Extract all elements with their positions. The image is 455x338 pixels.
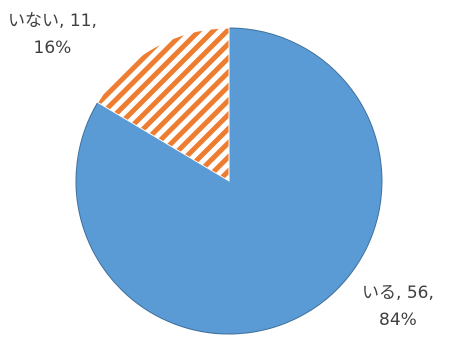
- data-label-iru: いる, 56, 84%: [362, 283, 434, 330]
- data-label-iru-name: いる: [362, 283, 396, 303]
- data-label-iru-value: 56: [406, 283, 429, 303]
- data-label-inai-name: いない: [8, 11, 59, 31]
- pie-slice-0: [75, 27, 383, 335]
- data-label-inai-percent: 16%: [33, 38, 72, 58]
- data-label-iru-percent: 84%: [379, 310, 417, 330]
- data-label-inai: いない, 11, 16%: [8, 11, 97, 58]
- pie-slice-1: [97, 27, 230, 182]
- data-label-inai-value: 11: [69, 11, 92, 31]
